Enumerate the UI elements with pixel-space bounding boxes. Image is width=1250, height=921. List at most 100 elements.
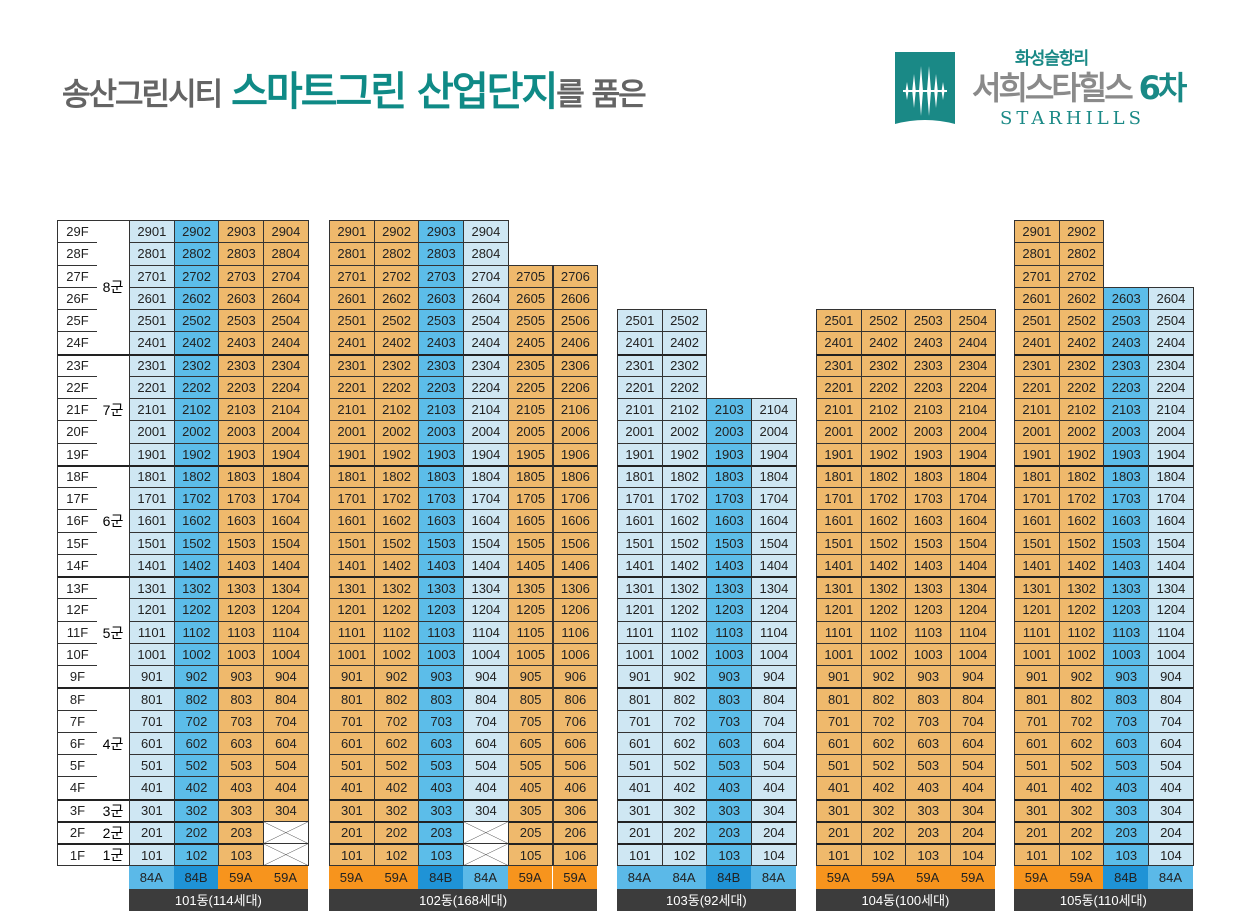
unit-cell: 701 bbox=[329, 709, 375, 733]
unit-cell: 1802 bbox=[661, 464, 708, 488]
unit-cell: 2505 bbox=[507, 309, 554, 333]
unit-cell: 803 bbox=[905, 687, 952, 711]
unit-cell: 802 bbox=[1058, 687, 1105, 711]
unit-cell: 2103 bbox=[418, 398, 465, 422]
unit-cell: 801 bbox=[1014, 687, 1060, 711]
unit-cell: 602 bbox=[860, 731, 907, 755]
unit-cell: 403 bbox=[1103, 776, 1150, 800]
unit-cell: 304 bbox=[1148, 798, 1194, 822]
unit-cell: 604 bbox=[263, 731, 309, 755]
unit-cell: 2301 bbox=[617, 353, 663, 377]
unit-cell: 302 bbox=[373, 798, 420, 822]
unit-cell: 203 bbox=[706, 820, 753, 844]
unit-type-label: 59A bbox=[860, 866, 906, 889]
floor-label: 27F bbox=[57, 264, 98, 288]
unit-cell: 2302 bbox=[860, 353, 907, 377]
unit-cell: 403 bbox=[706, 776, 753, 800]
unit-cell: 101 bbox=[329, 843, 375, 867]
unit-cell: 1303 bbox=[1103, 576, 1150, 600]
unit-cell: 1002 bbox=[860, 642, 907, 666]
unit-cell: 1904 bbox=[463, 442, 509, 466]
unit-cell: 1801 bbox=[329, 464, 375, 488]
cross-icon bbox=[464, 844, 508, 866]
unit-cell: 1905 bbox=[507, 442, 554, 466]
unit-cell: 1704 bbox=[1148, 487, 1194, 511]
unit-cell: 2603 bbox=[218, 286, 265, 310]
unit-cell: 501 bbox=[129, 754, 175, 778]
unit-cell: 603 bbox=[418, 731, 465, 755]
unit-cell: 2502 bbox=[173, 309, 220, 333]
unit-cell: 2203 bbox=[218, 375, 265, 399]
unit-cell: 102 bbox=[860, 843, 907, 867]
logo-english: STARHILLS bbox=[1000, 108, 1145, 129]
unit-type-label: 84A bbox=[129, 866, 174, 889]
unit-cell: 904 bbox=[1148, 665, 1194, 689]
unit-cell: 1203 bbox=[1103, 598, 1150, 622]
unit-cell: 203 bbox=[1103, 820, 1150, 844]
unit-cell: 904 bbox=[950, 665, 996, 689]
unit-cell: 1602 bbox=[860, 509, 907, 533]
unit-cell: 102 bbox=[1058, 843, 1105, 867]
unit-cell: 1704 bbox=[463, 487, 509, 511]
unit-cell: 901 bbox=[1014, 665, 1060, 689]
unit-cell: 1503 bbox=[218, 531, 265, 555]
unit-cell: 1802 bbox=[1058, 464, 1105, 488]
unit-cell: 301 bbox=[1014, 798, 1060, 822]
unit-cell: 1805 bbox=[507, 464, 554, 488]
unit-type-label: 59A bbox=[905, 866, 951, 889]
unit-cell: 1901 bbox=[329, 442, 375, 466]
unit-cell: 1801 bbox=[816, 464, 862, 488]
unit-cell: 2202 bbox=[1058, 375, 1105, 399]
unit-cell: 1401 bbox=[1014, 553, 1060, 577]
unit-cell: 1706 bbox=[552, 487, 599, 511]
unit-cell: 2004 bbox=[263, 420, 309, 444]
unit-cell: 2004 bbox=[463, 420, 509, 444]
group-label: 4군 bbox=[97, 687, 130, 800]
floor-label: 14F bbox=[57, 553, 98, 577]
unit-cell: 1404 bbox=[1148, 553, 1194, 577]
unit-cell: 2605 bbox=[507, 286, 554, 310]
unit-cell: 406 bbox=[552, 776, 599, 800]
unit-cell: 2502 bbox=[1058, 309, 1105, 333]
unit-cell: 1703 bbox=[218, 487, 265, 511]
unit-cell: 2003 bbox=[418, 420, 465, 444]
floor-label: 19F bbox=[57, 442, 98, 466]
unit-cell: 1103 bbox=[218, 620, 265, 644]
unit-cell: 1604 bbox=[1148, 509, 1194, 533]
unit-cell: 201 bbox=[617, 820, 663, 844]
unit-cell: 701 bbox=[129, 709, 175, 733]
unit-cell: 2104 bbox=[950, 398, 996, 422]
unit-cell: 1204 bbox=[950, 598, 996, 622]
unit-cell: 2003 bbox=[706, 420, 753, 444]
unit-cell: 2701 bbox=[129, 264, 175, 288]
unit-cell: 1202 bbox=[1058, 598, 1105, 622]
unit-cell: 1601 bbox=[329, 509, 375, 533]
unit-cell: 2002 bbox=[661, 420, 708, 444]
unit-cell: 1204 bbox=[751, 598, 797, 622]
unit-cell: 1102 bbox=[173, 620, 220, 644]
floor-label: 4F bbox=[57, 776, 98, 800]
group-label: 8군 bbox=[97, 220, 130, 355]
floor-label: 3F bbox=[57, 798, 98, 822]
unit-cell: 2501 bbox=[329, 309, 375, 333]
unit-cell: 2105 bbox=[507, 398, 554, 422]
unit-cell: 502 bbox=[1058, 754, 1105, 778]
unit-cell: 804 bbox=[950, 687, 996, 711]
unit-cell: 2303 bbox=[418, 353, 465, 377]
group-label: 6군 bbox=[97, 464, 130, 577]
unit-cell: 1104 bbox=[263, 620, 309, 644]
unit-cell: 2204 bbox=[463, 375, 509, 399]
unit-cell: 903 bbox=[905, 665, 952, 689]
unit-cell: 1002 bbox=[373, 642, 420, 666]
unit-cell: 904 bbox=[463, 665, 509, 689]
unit-cell: 802 bbox=[860, 687, 907, 711]
floor-label: 16F bbox=[57, 509, 98, 533]
unit-cell: 901 bbox=[329, 665, 375, 689]
unit-type-label: 59A bbox=[263, 866, 308, 889]
unit-cell: 202 bbox=[373, 820, 420, 844]
unit-cell: 203 bbox=[218, 820, 265, 844]
unit-cell: 2103 bbox=[905, 398, 952, 422]
unit-cell: 801 bbox=[816, 687, 862, 711]
unit-cell: 1404 bbox=[463, 553, 509, 577]
